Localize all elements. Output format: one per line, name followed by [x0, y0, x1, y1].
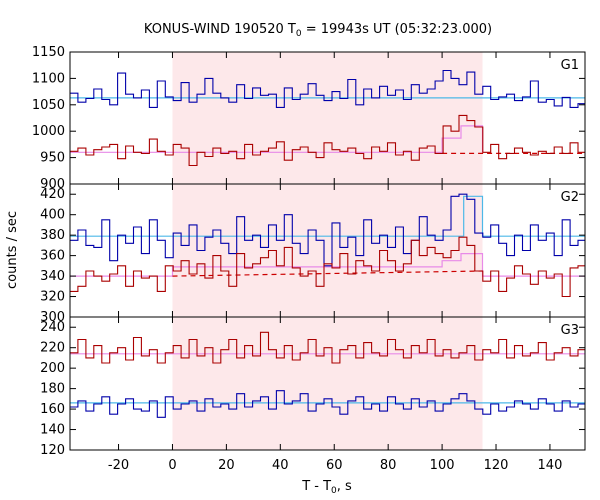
y-tick-label: 360 [40, 249, 65, 264]
series-line-high [70, 193, 585, 267]
xlabel-subscript: 0 [331, 486, 337, 496]
xlabel-prefix: T - T [301, 479, 331, 494]
y-tick-label: 300 [40, 310, 65, 325]
panel-g3: 120 140 160 180 200 220 240 G3 [40, 316, 586, 458]
series-line-low [70, 331, 585, 364]
y-tick-label: 320 [40, 290, 65, 305]
title-prefix: KONUS-WIND 190520 T [144, 22, 296, 37]
panel-label: G3 [561, 323, 579, 338]
x-axis-title: T - T0, s [301, 479, 352, 496]
y-tick-label: 240 [40, 320, 65, 335]
y-tick-label: 950 [40, 151, 65, 166]
y-tick-label: 1150 [32, 45, 65, 60]
y-tick-label: 400 [40, 208, 65, 223]
y-tick-label: 340 [40, 269, 65, 284]
series-line-high [70, 390, 585, 418]
x-tick-label: 80 [380, 458, 397, 473]
y-tick-label: 160 [40, 402, 65, 417]
panel-label: G1 [561, 58, 579, 73]
fit-line-background [70, 195, 585, 237]
y-tick-label: 140 [40, 423, 65, 438]
y-tick-label: 220 [40, 341, 65, 356]
y-tick-label: 380 [40, 228, 65, 243]
y-axis-title: counts / sec [5, 211, 20, 289]
y-tick-label: 120 [40, 443, 65, 458]
y-tick-label: 180 [40, 382, 65, 397]
x-tick-label: 60 [326, 458, 343, 473]
panels-group: 9009501000105011001150G13003203403603804… [32, 45, 586, 473]
panel-label: G2 [561, 190, 579, 205]
fit-line-dashed [172, 270, 483, 277]
panel-g2: 300 320 340 360 380 400 420 G2 [40, 183, 586, 325]
shaded-interval [172, 52, 483, 184]
panel-frame [69, 316, 586, 451]
series-line-low [70, 114, 585, 167]
y-tick-label: 200 [40, 361, 65, 376]
fit-line-source [70, 125, 484, 153]
shaded-interval [172, 317, 483, 450]
y-tick-label: 1000 [32, 124, 65, 139]
x-tick-label: -20 [108, 458, 129, 473]
chart-title: KONUS-WIND 190520 T0 = 19943s UT (05:32:… [144, 22, 492, 39]
x-tick-label: 120 [484, 458, 509, 473]
x-tick-label: 40 [272, 458, 289, 473]
panel-g1: 900 950 1000 1050 1100 1150 G1 [32, 45, 586, 192]
shaded-interval [172, 184, 483, 317]
y-tick-label: 420 [40, 187, 65, 202]
series-line-low [70, 236, 585, 298]
series-line-high [70, 69, 585, 108]
title-suffix: = 19943s UT (05:32:23.000) [302, 22, 492, 37]
x-tick-label: 20 [218, 458, 235, 473]
y-tick-label: 1100 [32, 71, 65, 86]
y-tick-label: 900 [40, 177, 65, 192]
xlabel-suffix: , s [337, 479, 352, 494]
x-tick-label: 0 [168, 458, 176, 473]
fit-line-source [70, 253, 585, 277]
x-tick-label: 140 [538, 458, 563, 473]
y-tick-label: 1050 [32, 98, 65, 113]
x-tick-label: 100 [430, 458, 455, 473]
title-subscript: 0 [296, 29, 302, 39]
